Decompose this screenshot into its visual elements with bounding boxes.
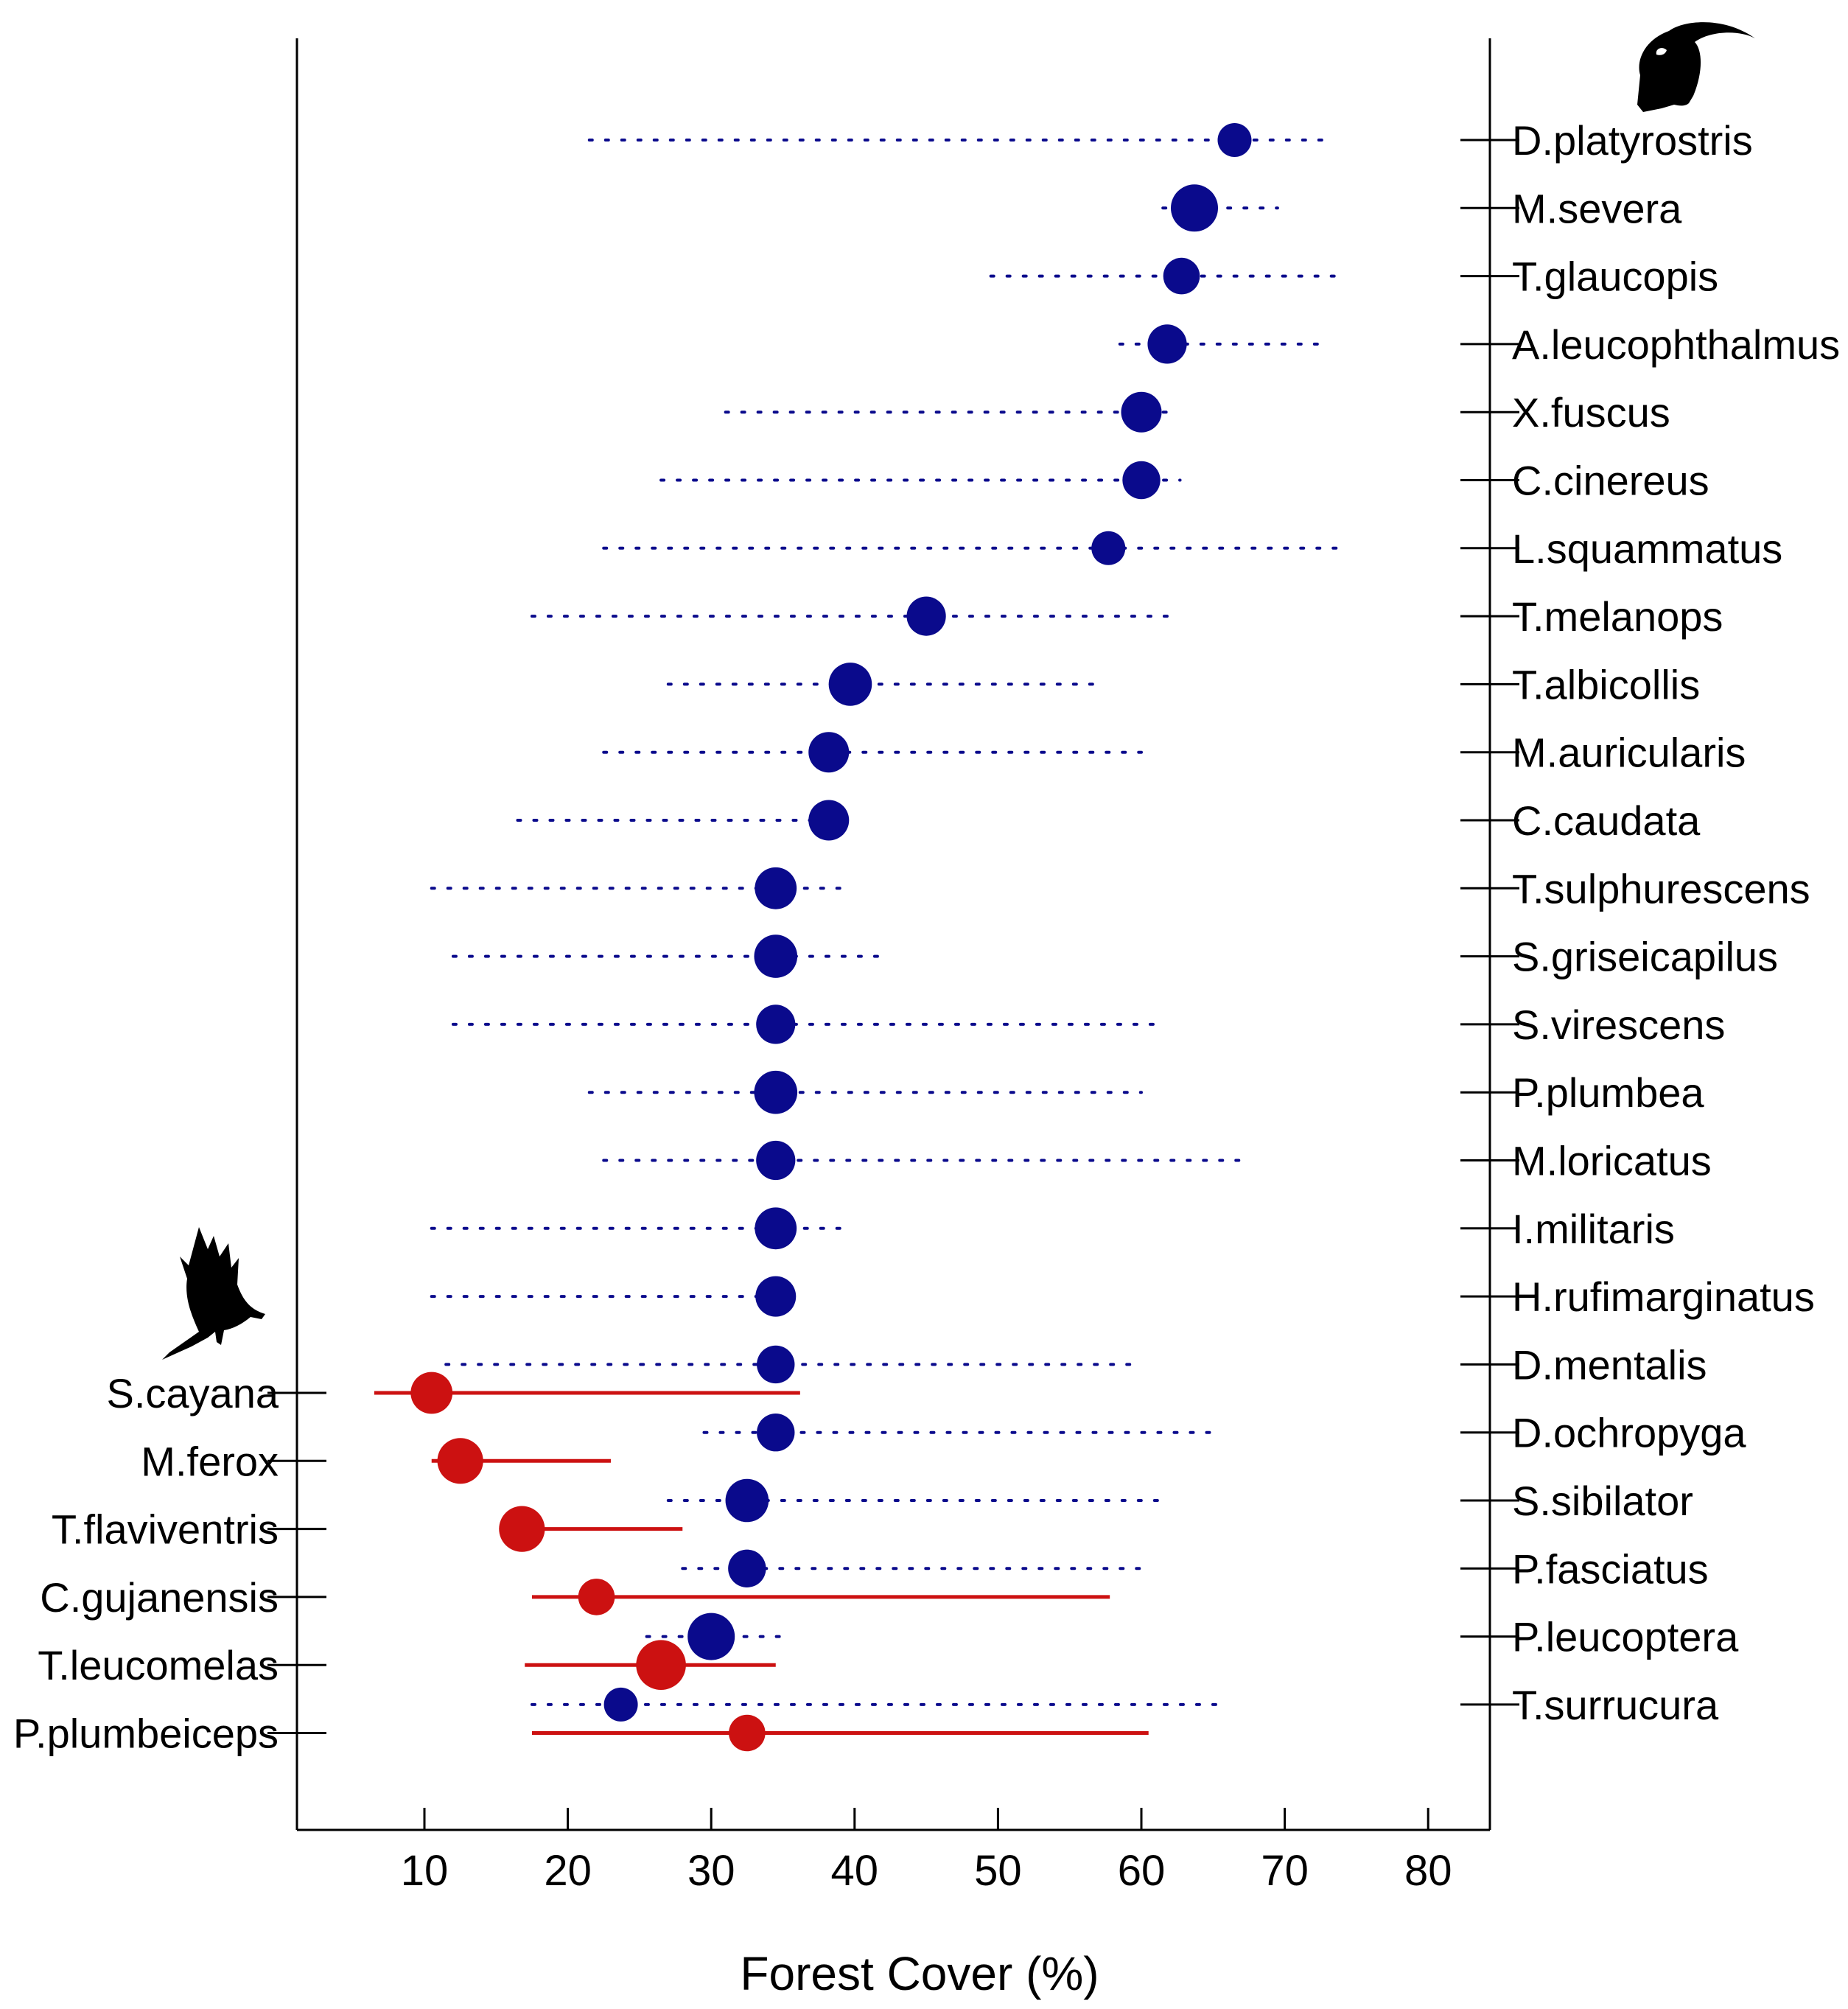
species-label-right: D.mentalis [1512,1341,1707,1388]
range-lines [374,139,1344,1735]
estimate-point-blue [808,800,850,841]
estimate-point-red [499,1506,545,1552]
x-axis-title: Forest Cover (%) [740,1947,1099,2000]
species-label-right: M.severa [1512,185,1682,231]
estimate-point-blue [755,1207,797,1250]
estimate-point-blue [1091,531,1126,565]
estimate-point-blue [1217,123,1252,157]
species-label-left: P.plumbeiceps [13,1711,279,1757]
estimate-point-blue [755,1276,797,1317]
species-label-right: I.militaris [1512,1206,1675,1252]
estimate-point-blue [1121,391,1162,433]
species-label-right: A.leucophthalmus [1512,321,1840,368]
estimate-point-red [578,1579,615,1615]
species-label-right: M.loricatus [1512,1138,1712,1184]
species-label-left: M.ferox [141,1438,279,1484]
species-label-right: P.fasciatus [1512,1545,1709,1592]
estimate-point-blue [757,1345,795,1384]
estimate-point-blue [687,1613,735,1660]
estimate-point-red [437,1438,483,1484]
estimate-point-blue [828,663,872,706]
estimate-point-blue [754,934,798,978]
species-label-right: C.cinereus [1512,458,1709,504]
x-tick-label: 40 [831,1847,879,1895]
species-label-left: T.leucomelas [38,1642,279,1688]
species-label-right: P.leucoptera [1512,1614,1739,1660]
estimate-point-blue [808,732,850,773]
species-label-right: S.griseicapilus [1512,934,1778,980]
species-label-right: H.rufimarginatus [1512,1273,1815,1320]
estimate-point-blue [603,1687,638,1722]
species-label-right: T.albicollis [1512,661,1700,707]
estimate-point-red [410,1372,453,1414]
raptor-silhouette-icon [162,1227,265,1360]
species-labels: D.platyrostris M.severa T.glaucopis A.leuco… [13,117,1840,1757]
species-label-left: C.gujanensis [40,1574,279,1621]
estimate-point-red [729,1714,766,1752]
x-tick-label: 10 [401,1847,449,1895]
species-label-right: L.squammatus [1512,525,1782,572]
species-label-right: P.plumbea [1512,1069,1704,1116]
species-label-right: S.virescens [1512,1002,1725,1048]
estimate-point-blue [1171,184,1219,232]
estimate-point-blue [725,1478,769,1523]
estimate-point-blue [756,1004,796,1044]
x-tick-label: 30 [687,1847,735,1895]
species-label-right: D.ochropyga [1512,1410,1746,1456]
estimate-point-blue [755,867,797,909]
x-tick-label: 60 [1118,1847,1166,1895]
plot-axes: 10 20 30 40 50 60 70 80 [267,38,1519,1895]
estimate-points [410,123,1252,1752]
species-label-right: T.glaucopis [1512,254,1718,300]
species-label-right: S.sibilator [1512,1478,1693,1524]
estimate-point-red [636,1640,686,1690]
species-label-right: D.platyrostris [1512,117,1753,164]
x-tick-label: 20 [544,1847,592,1895]
x-tick-label: 80 [1404,1847,1452,1895]
species-label-right: T.surrucura [1512,1682,1719,1728]
estimate-point-blue [1163,257,1200,295]
species-label-right: M.auricularis [1512,730,1746,776]
x-tick-label: 50 [974,1847,1022,1895]
estimate-point-blue [728,1549,766,1587]
estimate-point-blue [757,1414,795,1452]
toucan-silhouette-icon [1637,22,1755,112]
estimate-point-blue [1147,324,1187,364]
estimate-point-blue [756,1140,796,1181]
species-label-right: X.fuscus [1512,389,1670,436]
estimate-point-blue [754,1070,798,1114]
species-label-left: T.flaviventris [52,1506,279,1553]
x-tick-label: 70 [1261,1847,1309,1895]
species-label-right: C.caudata [1512,797,1701,844]
estimate-point-blue [1122,461,1161,500]
estimate-point-blue [906,596,946,636]
species-label-left: S.cayana [107,1370,279,1416]
species-label-right: T.melanops [1512,593,1723,640]
species-label-right: T.sulphurescens [1512,865,1810,912]
